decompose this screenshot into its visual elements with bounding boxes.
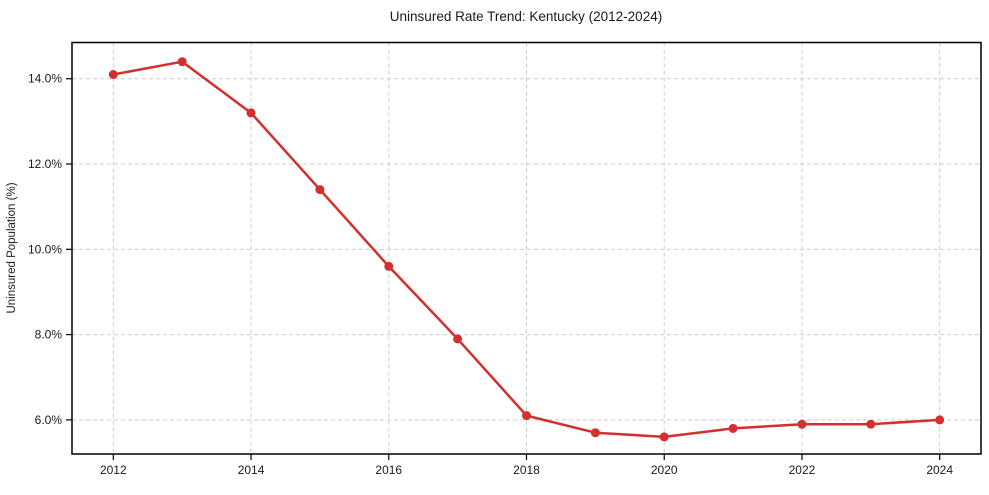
axis-layer: [66, 41, 982, 460]
chart-title: Uninsured Rate Trend: Kentucky (2012-202…: [390, 9, 662, 24]
data-point-2022: [797, 419, 807, 429]
tick-label-layer: 6.0% 8.0% 10.0% 12.0% 14.0% 2012 2014 2016 2018 2…: [28, 72, 953, 477]
y-tick-label: 10.0%: [28, 242, 62, 256]
series-layer: [108, 57, 945, 442]
y-axis-label: Uninsured Population (%): [6, 182, 18, 313]
x-tick-label: 2020: [651, 463, 678, 477]
x-tick-label: 2016: [375, 463, 402, 477]
data-point-2024: [935, 415, 945, 425]
data-point-2020: [659, 432, 669, 442]
grid-layer: [72, 42, 981, 454]
x-tick-label: 2018: [513, 463, 540, 477]
data-point-2014: [246, 108, 256, 118]
data-point-2018: [522, 411, 531, 421]
y-tick-label: 8.0%: [35, 328, 63, 342]
data-point-2015: [315, 185, 325, 195]
y-tick-label: 12.0%: [28, 157, 62, 171]
data-point-2016: [384, 261, 394, 271]
data-point-2013: [177, 57, 187, 67]
data-point-2012: [108, 70, 118, 79]
x-tick-label: 2012: [100, 463, 127, 477]
y-tick-label: 6.0%: [35, 413, 63, 427]
data-point-2019: [590, 428, 600, 438]
data-point-2021: [728, 423, 738, 433]
x-tick-label: 2014: [238, 463, 265, 477]
x-tick-label: 2024: [926, 463, 953, 477]
x-tick-label: 2022: [789, 463, 816, 477]
y-tick-label: 14.0%: [28, 72, 62, 86]
data-point-2017: [453, 334, 463, 344]
data-point-2023: [866, 419, 876, 429]
